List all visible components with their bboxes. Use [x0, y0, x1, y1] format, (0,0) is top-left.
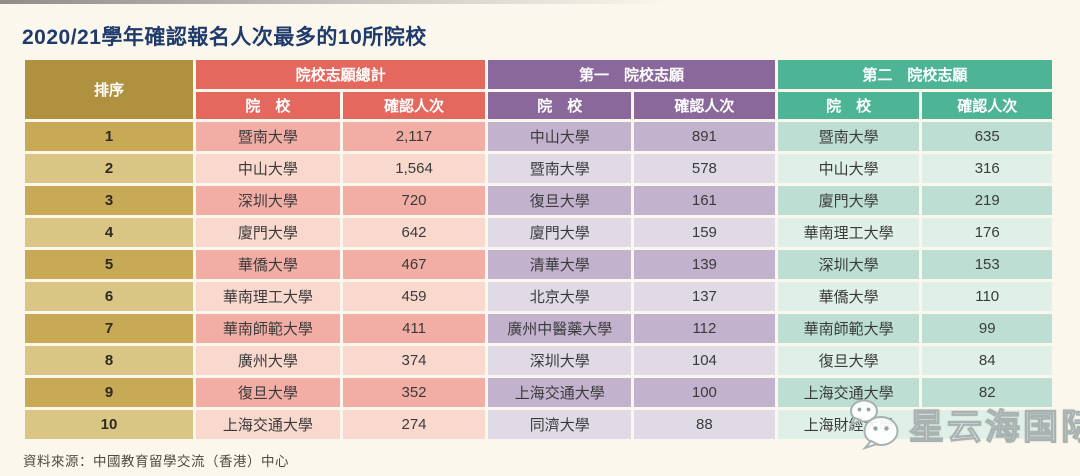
second-count-cell: 82 — [922, 378, 1052, 407]
first-school-cell: 上海交通大學 — [488, 378, 632, 407]
photo-top-edge-shadow — [0, 0, 670, 4]
total-count-cell: 374 — [342, 346, 486, 375]
rank-cell: 2 — [25, 154, 193, 183]
first-school-cell: 清華大學 — [488, 250, 632, 279]
header-rank: 排序 — [25, 60, 193, 119]
total-count-cell: 352 — [342, 378, 486, 407]
rank-cell: 10 — [25, 410, 193, 439]
total-school-cell: 廈門大學 — [195, 218, 340, 247]
second-school-cell: 暨南大學 — [777, 122, 920, 151]
second-school-cell: 上海交通大學 — [777, 378, 920, 407]
first-count-cell: 139 — [634, 250, 775, 279]
second-count-cell: 110 — [922, 282, 1052, 311]
second-count-cell: 99 — [922, 314, 1052, 343]
total-school-cell: 廣州大學 — [195, 346, 340, 375]
header-group-first: 第一 院校志願 — [488, 60, 775, 89]
table-row: 1 暨南大學 2,117 中山大學 891 暨南大學 635 — [25, 122, 1052, 151]
header-second-confirmed: 確認人次 — [922, 92, 1052, 119]
source-note: 資料來源：中國教育留學交流（香港）中心 — [23, 454, 289, 469]
table-row: 8 廣州大學 374 深圳大學 104 復旦大學 84 — [25, 346, 1052, 375]
first-school-cell: 同濟大學 — [488, 410, 632, 439]
first-count-cell: 159 — [634, 218, 775, 247]
second-school-cell: 華僑大學 — [777, 282, 920, 311]
first-count-cell: 88 — [634, 410, 775, 439]
first-school-cell: 深圳大學 — [488, 346, 632, 375]
total-count-cell: 274 — [342, 410, 486, 439]
second-school-cell: 復旦大學 — [777, 346, 920, 375]
first-count-cell: 161 — [634, 186, 775, 215]
table-row: 10 上海交通大學 274 同濟大學 88 上海財經大學 — [25, 410, 1052, 439]
header-second-school: 院 校 — [777, 92, 920, 119]
rank-cell: 7 — [25, 314, 193, 343]
table-row: 3 深圳大學 720 復旦大學 161 廈門大學 219 — [25, 186, 1052, 215]
second-school-cell: 深圳大學 — [777, 250, 920, 279]
page-title: 2020/21學年確認報名人次最多的10所院校 — [22, 26, 427, 49]
total-school-cell: 復旦大學 — [195, 378, 340, 407]
total-school-cell: 華南師範大學 — [195, 314, 340, 343]
ranking-table: 排序 院校志願總計 第一 院校志願 第二 院校志願 院 校 確認人次 院 校 確… — [22, 57, 1055, 442]
table-row: 4 廈門大學 642 廈門大學 159 華南理工大學 176 — [25, 218, 1052, 247]
total-count-cell: 1,564 — [342, 154, 486, 183]
second-school-cell: 廈門大學 — [777, 186, 920, 215]
first-school-cell: 中山大學 — [488, 122, 632, 151]
second-school-cell: 華南師範大學 — [777, 314, 920, 343]
second-count-cell: 176 — [922, 218, 1052, 247]
rank-cell: 9 — [25, 378, 193, 407]
header-group-second: 第二 院校志願 — [777, 60, 1052, 89]
total-count-cell: 411 — [342, 314, 486, 343]
table-row: 2 中山大學 1,564 暨南大學 578 中山大學 316 — [25, 154, 1052, 183]
first-school-cell: 廣州中醫藥大學 — [488, 314, 632, 343]
first-school-cell: 北京大學 — [488, 282, 632, 311]
second-count-cell: 153 — [922, 250, 1052, 279]
header-group-total: 院校志願總計 — [195, 60, 486, 89]
rank-cell: 1 — [25, 122, 193, 151]
header-first-school: 院 校 — [488, 92, 632, 119]
total-school-cell: 暨南大學 — [195, 122, 340, 151]
header-total-school: 院 校 — [195, 92, 340, 119]
total-count-cell: 459 — [342, 282, 486, 311]
header-sub-row: 院 校 確認人次 院 校 確認人次 院 校 確認人次 — [25, 92, 1052, 119]
total-school-cell: 華僑大學 — [195, 250, 340, 279]
rank-cell: 5 — [25, 250, 193, 279]
second-school-cell: 華南理工大學 — [777, 218, 920, 247]
total-count-cell: 642 — [342, 218, 486, 247]
first-count-cell: 137 — [634, 282, 775, 311]
table-row: 7 華南師範大學 411 廣州中醫藥大學 112 華南師範大學 99 — [25, 314, 1052, 343]
total-school-cell: 上海交通大學 — [195, 410, 340, 439]
second-count-cell: 316 — [922, 154, 1052, 183]
second-count-cell — [922, 410, 1052, 439]
rank-cell: 3 — [25, 186, 193, 215]
second-count-cell: 219 — [922, 186, 1052, 215]
rank-cell: 6 — [25, 282, 193, 311]
second-school-cell: 中山大學 — [777, 154, 920, 183]
first-count-cell: 578 — [634, 154, 775, 183]
first-school-cell: 暨南大學 — [488, 154, 632, 183]
total-school-cell: 華南理工大學 — [195, 282, 340, 311]
header-first-confirmed: 確認人次 — [634, 92, 775, 119]
first-count-cell: 104 — [634, 346, 775, 375]
first-count-cell: 112 — [634, 314, 775, 343]
table-row: 5 華僑大學 467 清華大學 139 深圳大學 153 — [25, 250, 1052, 279]
first-count-cell: 100 — [634, 378, 775, 407]
table-row: 6 華南理工大學 459 北京大學 137 華僑大學 110 — [25, 282, 1052, 311]
first-count-cell: 891 — [634, 122, 775, 151]
rank-cell: 8 — [25, 346, 193, 375]
header-total-confirmed: 確認人次 — [342, 92, 486, 119]
second-school-cell: 上海財經大學 — [777, 410, 920, 439]
total-count-cell: 720 — [342, 186, 486, 215]
first-school-cell: 復旦大學 — [488, 186, 632, 215]
total-school-cell: 深圳大學 — [195, 186, 340, 215]
total-count-cell: 467 — [342, 250, 486, 279]
table-row: 9 復旦大學 352 上海交通大學 100 上海交通大學 82 — [25, 378, 1052, 407]
rank-cell: 4 — [25, 218, 193, 247]
first-school-cell: 廈門大學 — [488, 218, 632, 247]
header-group-row: 排序 院校志願總計 第一 院校志願 第二 院校志願 — [25, 60, 1052, 119]
second-count-cell: 84 — [922, 346, 1052, 375]
second-count-cell: 635 — [922, 122, 1052, 151]
total-count-cell: 2,117 — [342, 122, 486, 151]
total-school-cell: 中山大學 — [195, 154, 340, 183]
